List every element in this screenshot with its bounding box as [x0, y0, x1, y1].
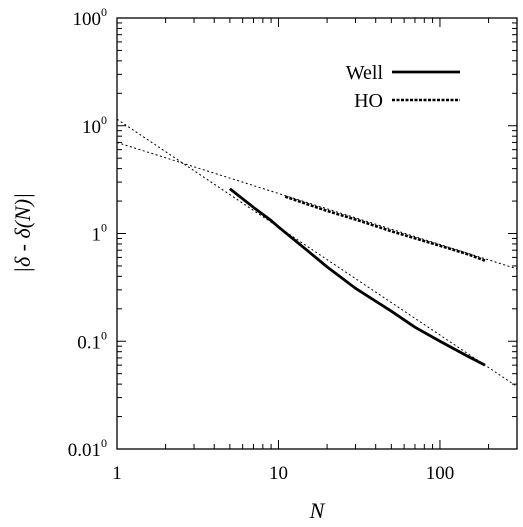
x-tick-label: 1 — [112, 463, 122, 484]
series-ho-line — [284, 195, 486, 262]
y-axis-title: |δ - δ(N)| — [10, 193, 35, 273]
y-tick-labels: 0.010 0.10 10 100 1000 — [68, 5, 107, 461]
fit-line — [117, 141, 517, 270]
y-tick-label: 100 — [82, 113, 107, 138]
x-tick-label: 10 — [269, 463, 288, 484]
data-series — [229, 187, 486, 367]
axis-ticks — [116, 17, 518, 450]
y-tick-label: 10 — [92, 221, 108, 246]
x-axis-title: N — [309, 498, 326, 523]
legend-label: Well — [346, 62, 384, 84]
x-tick-label: 100 — [426, 463, 455, 484]
legend-label: HO — [354, 90, 383, 112]
series-well-line — [229, 187, 486, 367]
y-tick-label: 0.10 — [77, 328, 107, 353]
legend: Well HO — [346, 62, 460, 112]
x-tick-labels: 1 10 100 — [112, 463, 454, 484]
y-tick-label: 0.010 — [68, 436, 107, 461]
y-tick-label: 1000 — [73, 5, 108, 30]
fit-line — [117, 118, 517, 387]
plot-frame — [116, 17, 518, 450]
fit-lines — [117, 118, 517, 387]
